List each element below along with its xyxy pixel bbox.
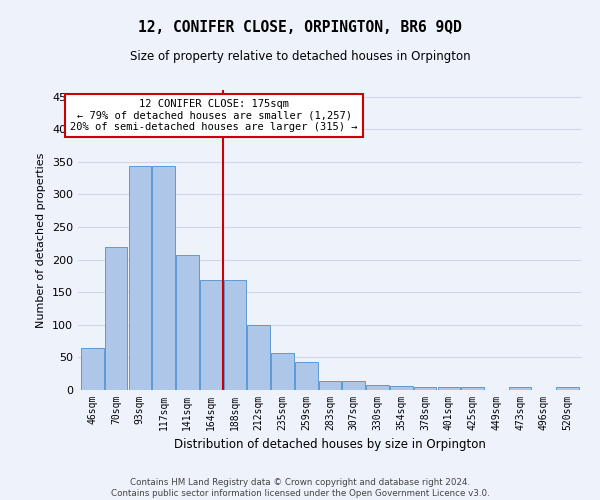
Y-axis label: Number of detached properties: Number of detached properties	[37, 152, 46, 328]
Bar	[152, 166, 175, 390]
Text: Contains HM Land Registry data © Crown copyright and database right 2024.
Contai: Contains HM Land Registry data © Crown c…	[110, 478, 490, 498]
Bar	[414, 388, 436, 390]
Bar	[509, 388, 532, 390]
Bar	[343, 381, 365, 390]
Bar	[366, 385, 389, 390]
X-axis label: Distribution of detached houses by size in Orpington: Distribution of detached houses by size …	[174, 438, 486, 452]
Bar	[200, 280, 223, 390]
Text: Size of property relative to detached houses in Orpington: Size of property relative to detached ho…	[130, 50, 470, 63]
Bar	[437, 388, 460, 390]
Bar	[390, 386, 413, 390]
Bar	[556, 388, 579, 390]
Bar	[271, 354, 294, 390]
Bar	[105, 246, 127, 390]
Bar	[295, 362, 317, 390]
Text: 12, CONIFER CLOSE, ORPINGTON, BR6 9QD: 12, CONIFER CLOSE, ORPINGTON, BR6 9QD	[138, 20, 462, 35]
Bar	[81, 348, 104, 390]
Bar	[461, 388, 484, 390]
Bar	[319, 381, 341, 390]
Bar	[128, 166, 151, 390]
Bar	[247, 326, 270, 390]
Bar	[224, 280, 246, 390]
Bar	[176, 255, 199, 390]
Text: 12 CONIFER CLOSE: 175sqm
← 79% of detached houses are smaller (1,257)
20% of sem: 12 CONIFER CLOSE: 175sqm ← 79% of detach…	[70, 99, 358, 132]
